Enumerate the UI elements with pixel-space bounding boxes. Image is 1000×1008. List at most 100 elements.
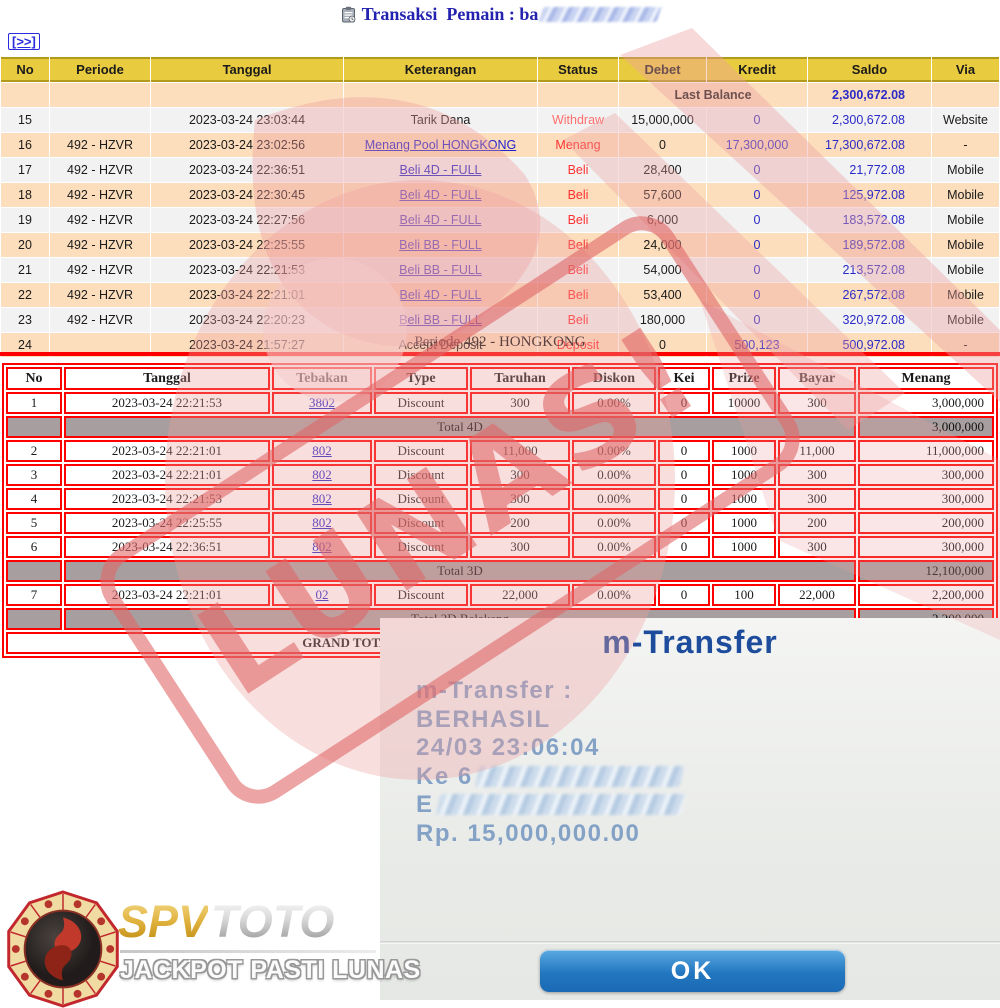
cell-tanggal: 2023-03-24 22:21:53 (151, 258, 343, 282)
cell-kredit: 0 (707, 308, 807, 332)
cell-kei: 0 (658, 584, 710, 606)
cell-via: Mobile (932, 308, 999, 332)
cell-tanggal: 2023-03-24 22:30:45 (151, 183, 343, 207)
cell-tebakan: 802 (272, 512, 372, 534)
cell-menang: 300,000 (858, 488, 994, 510)
bets-header-row: No Tanggal Tebakan Type Taruhan Diskon K… (6, 367, 994, 390)
cell-diskon: 0.00% (572, 440, 656, 462)
tebakan-link[interactable]: 802 (312, 467, 332, 482)
cell-periode: 492 - HZVR (50, 208, 150, 232)
column-header-status: Status (538, 57, 618, 82)
cell-type: Discount (374, 464, 468, 486)
keterangan-link[interactable]: Beli 4D - FULL (399, 288, 482, 302)
cell-debet: 24,000 (619, 233, 706, 257)
tebakan-link[interactable]: 02 (315, 587, 329, 602)
cell-no: 5 (6, 512, 62, 534)
mtransfer-line-header: m-Transfer : (416, 677, 573, 704)
mtransfer-line-amount: Rp. 15,000,000.00 (416, 819, 641, 847)
cell-kredit: 0 (707, 183, 807, 207)
bets-column-prize: Prize (712, 367, 776, 390)
cell-no: 4 (6, 488, 62, 510)
bets-2d-body: 7 2023-03-24 22:21:01 02 Discount 22,000… (6, 584, 994, 606)
keterangan-link[interactable]: Beli 4D - FULL (399, 213, 482, 227)
subtotal-value: 12,100,000 (858, 560, 994, 582)
cell-tanggal: 2023-03-24 22:36:51 (151, 158, 343, 182)
subtotal-row-4d: Total 4D 3,000,000 (6, 416, 994, 438)
cell-diskon: 0.00% (572, 464, 656, 486)
status-badge: Beli (567, 163, 589, 177)
mtransfer-line-recipient: E (416, 791, 1000, 820)
status-badge: Deposit (556, 338, 600, 352)
transaction-row: 18 492 - HZVR 2023-03-24 22:30:45 Beli 4… (1, 183, 999, 207)
cell-tanggal: 2023-03-24 22:36:51 (64, 536, 270, 558)
mtransfer-line-status: BERHASIL (416, 705, 551, 733)
bet-row: 4 2023-03-24 22:21:53 802 Discount 300 0… (6, 488, 994, 510)
cell-no: 15 (1, 108, 49, 132)
transaction-row: 19 492 - HZVR 2023-03-24 22:27:56 Beli 4… (1, 208, 999, 232)
cell-type: Discount (374, 512, 468, 534)
bet-row: 6 2023-03-24 22:36:51 802 Discount 300 0… (6, 536, 994, 558)
tebakan-link[interactable]: 802 (312, 443, 332, 458)
cell-status: Beli (538, 208, 618, 232)
cell-periode: 492 - HZVR (50, 183, 150, 207)
column-header-periode: Periode (50, 57, 150, 82)
keterangan-link[interactable]: Beli BB - FULL (399, 238, 482, 252)
cell-tanggal: 2023-03-24 22:21:01 (64, 584, 270, 606)
cell-prize: 1000 (712, 536, 776, 558)
tebakan-link[interactable]: 3802 (309, 395, 335, 410)
cell-periode (50, 108, 150, 132)
cell-no: 17 (1, 158, 49, 182)
transactions-body: 15 2023-03-24 23:03:44 Tarik Dana Withdr… (1, 108, 999, 357)
bets-column-diskon: Diskon (572, 367, 656, 390)
cell-diskon: 0.00% (572, 584, 656, 606)
cell-taruhan: 300 (470, 392, 570, 414)
cell-debet: 0 (619, 133, 706, 157)
cell-status: Beli (538, 183, 618, 207)
tebakan-link[interactable]: 802 (312, 491, 332, 506)
page-title: Transaksi Pemain : ba (0, 4, 1000, 28)
keterangan-link[interactable]: Menang Pool HONGKONG (364, 138, 517, 152)
cell-tanggal: 2023-03-24 22:21:53 (64, 488, 270, 510)
cell-via: Mobile (932, 208, 999, 232)
status-badge: Menang (555, 138, 601, 152)
tebakan-link[interactable]: 802 (312, 539, 332, 554)
cell-no: 21 (1, 258, 49, 282)
cell-prize: 100 (712, 584, 776, 606)
cell-tanggal: 2023-03-24 22:27:56 (151, 208, 343, 232)
cell-no: 23 (1, 308, 49, 332)
cell-taruhan: 22,000 (470, 584, 570, 606)
cell-kei: 0 (658, 512, 710, 534)
cell-via: Mobile (932, 283, 999, 307)
ok-button[interactable]: OK (540, 950, 845, 992)
cell-tebakan: 3802 (272, 392, 372, 414)
pagination-next-link[interactable]: [>>] (8, 33, 40, 50)
cell-status: Menang (538, 133, 618, 157)
keterangan-link: Tarik Dana (410, 113, 471, 127)
keterangan-link[interactable]: Beli BB - FULL (399, 263, 482, 277)
cell-debet: 6,000 (619, 208, 706, 232)
cell-taruhan: 300 (470, 536, 570, 558)
bets-column-no: No (6, 367, 62, 390)
cell-status: Beli (538, 233, 618, 257)
bets-column-taruhan: Taruhan (470, 367, 570, 390)
cell-debet: 15,000,000 (619, 108, 706, 132)
brand-tagline: JACKPOT PASTI LUNAS (120, 956, 421, 984)
column-header-kredit: Kredit (707, 57, 807, 82)
cell-kei: 0 (658, 536, 710, 558)
status-badge: Beli (567, 213, 589, 227)
column-header-tanggal: Tanggal (151, 57, 343, 82)
keterangan-link[interactable]: Beli 4D - FULL (399, 188, 482, 202)
cell-kredit: 0 (707, 208, 807, 232)
cell-via: - (932, 133, 999, 157)
cell-kredit: 0 (707, 108, 807, 132)
cell-bayar: 300 (778, 392, 856, 414)
cell-no: 19 (1, 208, 49, 232)
cell-periode: 492 - HZVR (50, 258, 150, 282)
redacted-recipient-name (435, 794, 685, 815)
keterangan-link[interactable]: Beli BB - FULL (399, 313, 482, 327)
keterangan-link[interactable]: Beli 4D - FULL (399, 163, 482, 177)
tebakan-link[interactable]: 802 (312, 515, 332, 530)
transactions-header-row: No Periode Tanggal Keterangan Status Deb… (1, 57, 999, 82)
mtransfer-title: m-Transfer (602, 624, 778, 660)
cell-bayar: 300 (778, 464, 856, 486)
